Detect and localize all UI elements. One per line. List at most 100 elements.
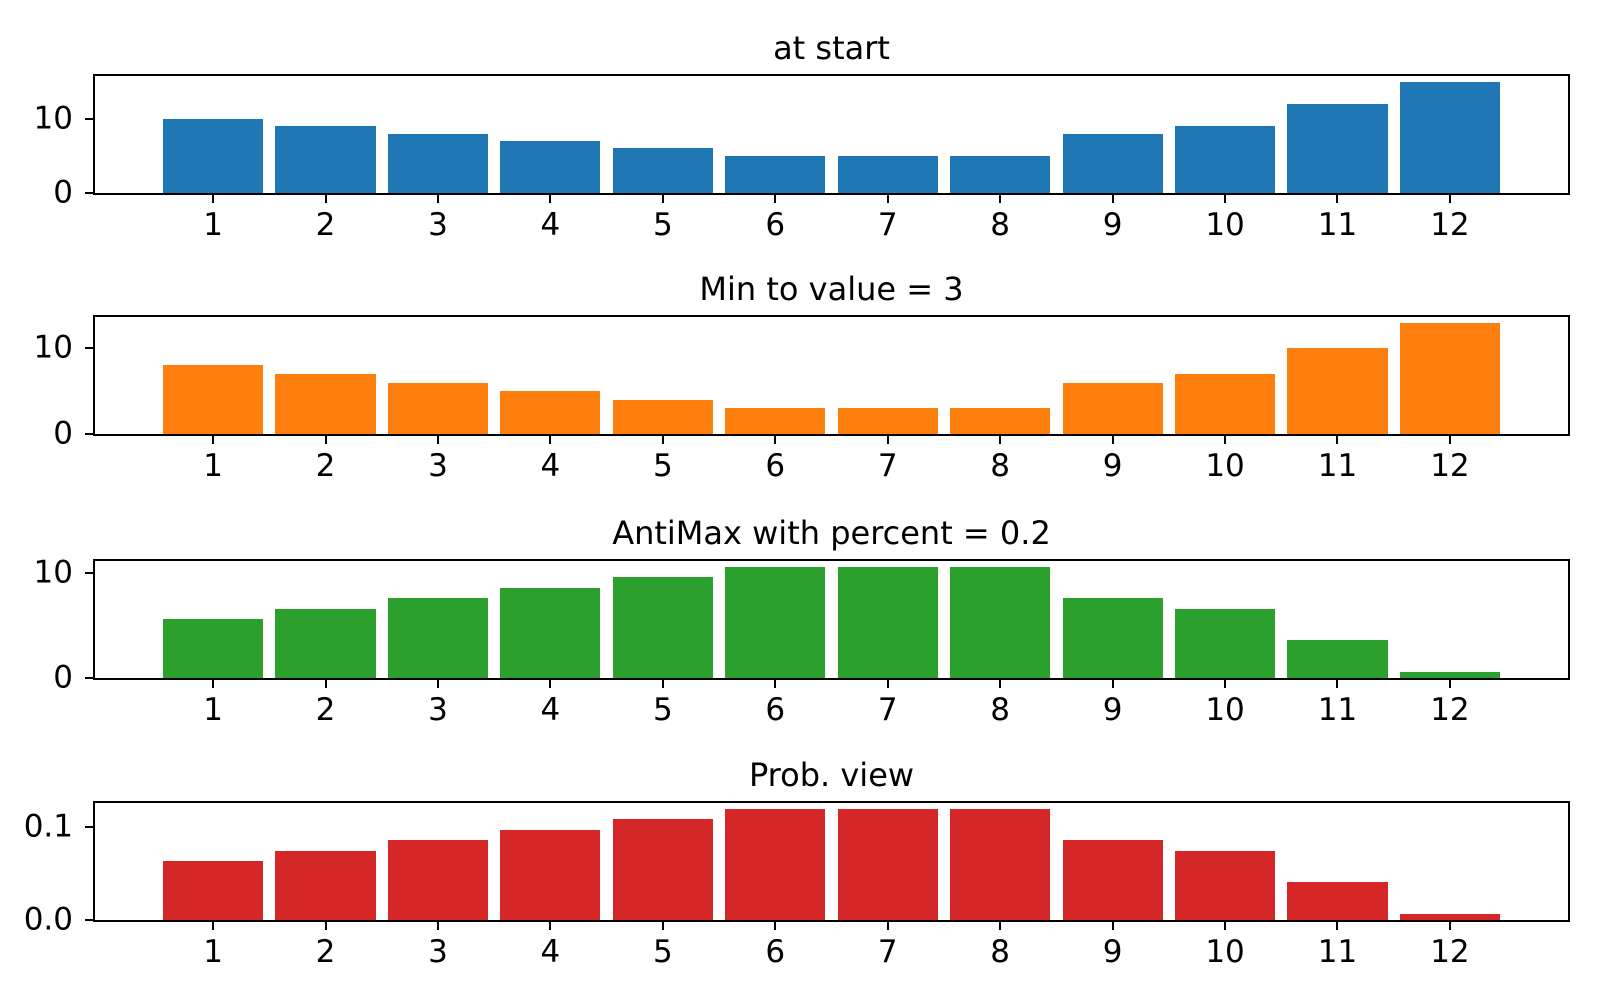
bar-8 xyxy=(950,566,1051,678)
bar-1 xyxy=(163,365,264,434)
y-tick-mark xyxy=(85,677,93,679)
bar-11 xyxy=(1287,103,1388,193)
x-tick-label: 10 xyxy=(1205,448,1245,484)
x-tick-label: 9 xyxy=(1102,448,1123,484)
x-tick-label: 5 xyxy=(652,934,673,970)
x-tick-mark xyxy=(661,436,664,444)
bar-10 xyxy=(1175,374,1276,434)
x-tick-label: 2 xyxy=(315,692,336,728)
x-tick-mark xyxy=(999,195,1002,203)
x-tick-label: 6 xyxy=(765,207,786,243)
bar-1 xyxy=(163,118,264,193)
bar-6 xyxy=(725,155,826,193)
y-tick-mark xyxy=(85,433,93,435)
x-tick-label: 8 xyxy=(990,448,1011,484)
bar-1 xyxy=(163,861,264,920)
x-tick-label: 12 xyxy=(1430,207,1470,243)
x-tick-mark xyxy=(661,195,664,203)
x-tick-mark xyxy=(549,195,552,203)
plot-area xyxy=(95,76,1568,193)
bar-4 xyxy=(500,141,601,193)
bar-9 xyxy=(1062,133,1163,193)
x-tick-mark xyxy=(436,195,439,203)
bar-3 xyxy=(387,598,488,678)
bar-8 xyxy=(950,155,1051,193)
bar-7 xyxy=(837,808,938,920)
x-tick-mark xyxy=(324,436,327,444)
x-tick-label: 8 xyxy=(990,934,1011,970)
x-tick-label: 7 xyxy=(877,207,898,243)
y-tick-label: 0 xyxy=(53,659,73,696)
x-tick-mark xyxy=(549,922,552,930)
x-tick-label: 1 xyxy=(203,692,223,728)
bar-12 xyxy=(1399,671,1500,678)
x-tick-mark xyxy=(774,922,777,930)
x-tick-label: 1 xyxy=(203,448,223,484)
x-tick-mark xyxy=(1224,680,1227,688)
bar-9 xyxy=(1062,598,1163,678)
y-tick-label: 10 xyxy=(33,329,73,366)
x-tick-label: 12 xyxy=(1430,934,1470,970)
plot-area xyxy=(95,317,1568,434)
x-tick-mark xyxy=(1336,436,1339,444)
bar-4 xyxy=(500,829,601,920)
bar-5 xyxy=(612,577,713,678)
x-tick-mark xyxy=(1111,436,1114,444)
x-tick-mark xyxy=(436,436,439,444)
x-tick-mark xyxy=(324,195,327,203)
chart-title: Min to value = 3 xyxy=(699,270,964,308)
x-tick-label: 4 xyxy=(540,692,561,728)
bar-5 xyxy=(612,819,713,920)
bar-6 xyxy=(725,408,826,434)
x-tick-mark xyxy=(212,680,215,688)
x-tick-label: 7 xyxy=(877,934,898,970)
x-tick-mark xyxy=(212,195,215,203)
x-tick-mark xyxy=(549,436,552,444)
y-tick-label: 10 xyxy=(33,100,73,137)
bar-3 xyxy=(387,382,488,434)
bar-3 xyxy=(387,840,488,920)
axes-frame xyxy=(93,559,1570,680)
y-tick-mark xyxy=(85,919,93,921)
x-tick-mark xyxy=(1448,436,1451,444)
x-tick-mark xyxy=(661,680,664,688)
y-tick-mark xyxy=(85,347,93,350)
x-tick-label: 4 xyxy=(540,448,561,484)
axes-frame xyxy=(93,801,1570,922)
x-tick-label: 11 xyxy=(1317,448,1358,484)
x-tick-label: 10 xyxy=(1205,934,1245,970)
bar-6 xyxy=(725,566,826,678)
chart-title: AntiMax with percent = 0.2 xyxy=(612,514,1051,552)
bar-7 xyxy=(837,155,938,193)
plot-area xyxy=(95,803,1568,920)
bar-5 xyxy=(612,148,713,193)
bar-12 xyxy=(1399,322,1500,434)
y-tick-label: 0.0 xyxy=(23,901,73,938)
x-tick-mark xyxy=(212,436,215,444)
y-tick-mark xyxy=(85,192,93,194)
x-tick-label: 9 xyxy=(1102,207,1123,243)
x-tick-label: 11 xyxy=(1317,692,1358,728)
x-tick-mark xyxy=(886,680,889,688)
bar-2 xyxy=(275,126,376,193)
x-tick-label: 5 xyxy=(652,207,673,243)
bar-11 xyxy=(1287,348,1388,434)
x-tick-label: 3 xyxy=(428,448,448,484)
x-tick-label: 2 xyxy=(315,207,336,243)
x-tick-label: 7 xyxy=(877,692,898,728)
x-tick-label: 7 xyxy=(877,448,898,484)
x-tick-mark xyxy=(999,680,1002,688)
bar-4 xyxy=(500,587,601,678)
x-tick-mark xyxy=(436,680,439,688)
y-tick-mark xyxy=(85,571,93,574)
x-tick-mark xyxy=(1224,436,1227,444)
x-tick-mark xyxy=(1448,922,1451,930)
x-tick-mark xyxy=(324,922,327,930)
x-tick-label: 6 xyxy=(765,448,786,484)
x-tick-mark xyxy=(661,922,664,930)
x-tick-label: 2 xyxy=(315,448,336,484)
x-tick-mark xyxy=(1448,195,1451,203)
bar-7 xyxy=(837,408,938,434)
bar-8 xyxy=(950,408,1051,434)
